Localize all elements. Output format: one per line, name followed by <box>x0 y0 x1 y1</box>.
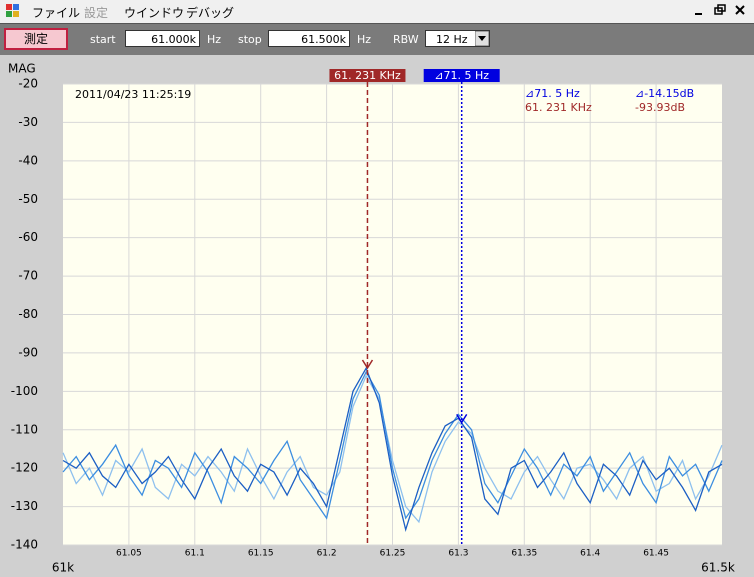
marker-label-box <box>423 69 500 82</box>
menu-item[interactable]: デバッグ <box>186 6 235 20</box>
x-tick-label: 61.1 <box>185 549 205 559</box>
x-tick-label: 61.5k <box>701 561 735 575</box>
toolbar: 測定 start 61.000k Hz stop 61.500k Hz RBW … <box>0 23 754 56</box>
y-tick-label: -40 <box>18 153 38 167</box>
x-tick-label: 61k <box>52 561 74 575</box>
close-button[interactable] <box>735 5 745 15</box>
x-tick-label: 61.05 <box>116 549 142 559</box>
y-tick-label: -80 <box>18 307 38 321</box>
menu-item[interactable]: 設定 <box>84 6 109 20</box>
trace-line <box>62 370 723 520</box>
x-tick-label: 61.3 <box>448 549 468 559</box>
x-tick-label: 61.4 <box>580 549 600 559</box>
spectrum-chart: MAG -140 -130 -120 -110 -100 -90 -80 -70 -60 -50 -… <box>0 55 754 577</box>
window-controls <box>695 4 745 15</box>
y-tick-label: -130 <box>11 499 38 513</box>
annotation: ⊿71. 5 Hz <box>525 87 580 100</box>
y-tick-label: -110 <box>11 422 38 436</box>
start-unit: Hz <box>207 33 222 46</box>
marker-arrow <box>361 359 374 370</box>
x-tick-label: 61.35 <box>511 549 537 559</box>
trace-line <box>62 374 723 524</box>
annotation: ⊿-14.15dB <box>635 87 694 100</box>
trace-line <box>62 366 723 533</box>
rbw-value: 12 Hz <box>436 33 468 46</box>
annotation: 2011/04/23 11:25:19 <box>75 88 191 101</box>
stop-unit: Hz <box>357 33 372 46</box>
minimize-button[interactable] <box>695 13 702 15</box>
x-tick-label: 61.25 <box>380 549 406 559</box>
menu-bar: ファイル 設定 ウインドウ デバッグ <box>0 0 754 23</box>
start-input[interactable]: 61.000k <box>125 30 200 47</box>
app-icon <box>6 4 19 17</box>
y-tick-label: -30 <box>18 115 38 129</box>
x-tick-label: 61.45 <box>643 549 669 559</box>
marker-arrow <box>456 413 468 424</box>
stop-input[interactable]: 61.500k <box>268 30 350 47</box>
y-axis-label: MAG <box>8 62 36 76</box>
restore-button[interactable] <box>714 4 726 15</box>
y-tick-label: -100 <box>11 384 38 398</box>
start-label: start <box>90 33 116 46</box>
dropdown-arrow[interactable] <box>475 31 489 46</box>
marker-label: ⊿71. 5 Hz <box>434 69 489 82</box>
y-tick-label: -60 <box>18 230 38 244</box>
y-tick-label: -20 <box>18 77 38 91</box>
y-tick-label: -50 <box>18 192 38 206</box>
annotation: -93.93dB <box>635 101 685 114</box>
x-tick-label: 61.2 <box>317 549 337 559</box>
y-tick-label: -70 <box>18 269 38 283</box>
stop-label: stop <box>238 33 262 46</box>
rbw-label: RBW <box>393 33 419 46</box>
y-tick-label: -140 <box>11 538 38 552</box>
menu-item[interactable]: ファイル <box>32 6 81 20</box>
marker-label-box <box>329 69 406 82</box>
measure-button[interactable]: 測定 <box>4 28 68 50</box>
y-tick-label: -120 <box>11 461 38 475</box>
rbw-select[interactable]: 12 Hz <box>425 30 490 47</box>
annotation: 61. 231 KHz <box>525 101 592 114</box>
y-tick-label: -90 <box>18 345 38 359</box>
x-tick-label: 61.15 <box>248 549 274 559</box>
marker-label: 61. 231 KHz <box>334 69 401 82</box>
menu-item[interactable]: ウインドウ <box>124 6 185 20</box>
